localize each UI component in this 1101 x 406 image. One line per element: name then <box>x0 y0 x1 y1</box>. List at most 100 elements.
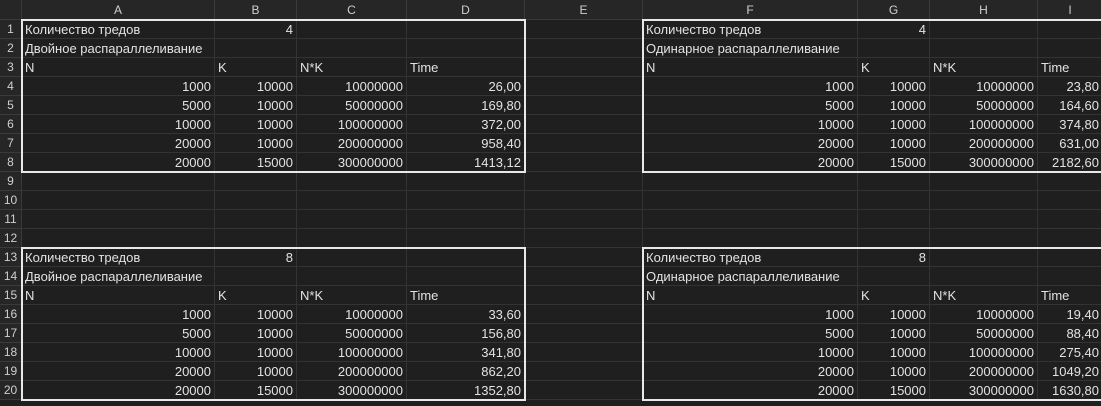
cell-c12[interactable] <box>297 229 407 248</box>
cell-e17[interactable] <box>525 324 643 343</box>
cell-e15[interactable] <box>525 286 643 305</box>
table-cell[interactable]: 26,00 <box>407 77 525 96</box>
table-cell[interactable]: 200000000 <box>297 134 407 153</box>
row-header-2[interactable]: 2 <box>0 39 22 58</box>
table-header-2[interactable]: N*K <box>297 58 407 77</box>
cell-e11[interactable] <box>525 210 643 229</box>
threads-label[interactable]: Количество тредов <box>643 248 858 267</box>
cell-i10[interactable] <box>1038 191 1101 210</box>
row-header-1[interactable]: 1 <box>0 20 22 39</box>
cell-e3[interactable] <box>525 58 643 77</box>
table-header-0[interactable]: N <box>643 58 858 77</box>
cell-g11[interactable] <box>858 210 930 229</box>
table-cell[interactable]: 275,40 <box>1038 343 1101 362</box>
cell-d9[interactable] <box>407 172 525 191</box>
column-header-c[interactable]: C <box>297 0 407 20</box>
table-cell[interactable]: 100000000 <box>930 343 1038 362</box>
cell-e2[interactable] <box>525 39 643 58</box>
cell-h9[interactable] <box>930 172 1038 191</box>
cell-b2[interactable] <box>215 39 297 58</box>
row-header-17[interactable]: 17 <box>0 324 22 343</box>
table-cell[interactable]: 200000000 <box>297 362 407 381</box>
cell-e1[interactable] <box>525 20 643 39</box>
threads-label[interactable]: Количество тредов <box>22 248 215 267</box>
table-cell[interactable]: 1000 <box>643 305 858 324</box>
table-cell[interactable]: 100000000 <box>930 115 1038 134</box>
table-cell[interactable]: 100000000 <box>297 115 407 134</box>
cell-b12[interactable] <box>215 229 297 248</box>
table-cell[interactable]: 1413,12 <box>407 153 525 172</box>
select-all-corner[interactable] <box>0 0 22 20</box>
row-header-11[interactable]: 11 <box>0 210 22 229</box>
cell-e20[interactable] <box>525 381 643 400</box>
threads-value[interactable]: 4 <box>858 20 930 39</box>
cell-a10[interactable] <box>22 191 215 210</box>
table-cell[interactable]: 1630,80 <box>1038 381 1101 400</box>
table-cell[interactable]: 10000 <box>22 115 215 134</box>
table-header-1[interactable]: K <box>215 58 297 77</box>
column-header-f[interactable]: F <box>643 0 858 20</box>
table-cell[interactable]: 15000 <box>215 381 297 400</box>
cell-e16[interactable] <box>525 305 643 324</box>
cell-c10[interactable] <box>297 191 407 210</box>
row-header-18[interactable]: 18 <box>0 343 22 362</box>
cell-c11[interactable] <box>297 210 407 229</box>
table-cell[interactable]: 50000000 <box>930 324 1038 343</box>
table-cell[interactable]: 5000 <box>643 324 858 343</box>
row-header-6[interactable]: 6 <box>0 115 22 134</box>
table-cell[interactable]: 5000 <box>22 324 215 343</box>
row-header-4[interactable]: 4 <box>0 77 22 96</box>
threads-value[interactable]: 8 <box>215 248 297 267</box>
cell-i14[interactable] <box>1038 267 1101 286</box>
cell-h2[interactable] <box>930 39 1038 58</box>
table-cell[interactable]: 10000000 <box>930 77 1038 96</box>
table-cell[interactable]: 10000 <box>215 324 297 343</box>
row-header-8[interactable]: 8 <box>0 153 22 172</box>
cell-h12[interactable] <box>930 229 1038 248</box>
cell-h10[interactable] <box>930 191 1038 210</box>
table-cell[interactable]: 20000 <box>643 381 858 400</box>
table-cell[interactable]: 10000 <box>215 115 297 134</box>
cell-d10[interactable] <box>407 191 525 210</box>
column-header-i[interactable]: I <box>1038 0 1101 20</box>
cell-h1[interactable] <box>930 20 1038 39</box>
table-cell[interactable]: 20000 <box>22 153 215 172</box>
cell-b11[interactable] <box>215 210 297 229</box>
cell-e4[interactable] <box>525 77 643 96</box>
table-cell[interactable]: 372,00 <box>407 115 525 134</box>
table-cell[interactable]: 20000 <box>643 134 858 153</box>
cell-i13[interactable] <box>1038 248 1101 267</box>
table-cell[interactable]: 10000 <box>22 343 215 362</box>
column-header-a[interactable]: A <box>22 0 215 20</box>
table-cell[interactable]: 23,80 <box>1038 77 1101 96</box>
row-header-13[interactable]: 13 <box>0 248 22 267</box>
table-cell[interactable]: 341,80 <box>407 343 525 362</box>
threads-label[interactable]: Количество тредов <box>22 20 215 39</box>
table-cell[interactable]: 10000 <box>858 324 930 343</box>
table-cell[interactable]: 10000 <box>858 343 930 362</box>
cell-i9[interactable] <box>1038 172 1101 191</box>
row-header-10[interactable]: 10 <box>0 191 22 210</box>
cell-i11[interactable] <box>1038 210 1101 229</box>
threads-value[interactable]: 8 <box>858 248 930 267</box>
table-cell[interactable]: 19,40 <box>1038 305 1101 324</box>
table-cell[interactable]: 20000 <box>22 381 215 400</box>
row-header-3[interactable]: 3 <box>0 58 22 77</box>
table-cell[interactable]: 5000 <box>22 96 215 115</box>
cell-e19[interactable] <box>525 362 643 381</box>
table-cell[interactable]: 300000000 <box>297 381 407 400</box>
cell-c9[interactable] <box>297 172 407 191</box>
table-cell[interactable]: 1352,80 <box>407 381 525 400</box>
table-cell[interactable]: 10000000 <box>930 305 1038 324</box>
table-cell[interactable]: 10000 <box>215 77 297 96</box>
table-cell[interactable]: 33,60 <box>407 305 525 324</box>
row-header-9[interactable]: 9 <box>0 172 22 191</box>
table-cell[interactable]: 20000 <box>22 362 215 381</box>
cell-i12[interactable] <box>1038 229 1101 248</box>
cell-b9[interactable] <box>215 172 297 191</box>
table-cell[interactable]: 169,80 <box>407 96 525 115</box>
cell-d13[interactable] <box>407 248 525 267</box>
table-header-3[interactable]: Time <box>407 286 525 305</box>
table-cell[interactable]: 200000000 <box>930 362 1038 381</box>
row-header-15[interactable]: 15 <box>0 286 22 305</box>
